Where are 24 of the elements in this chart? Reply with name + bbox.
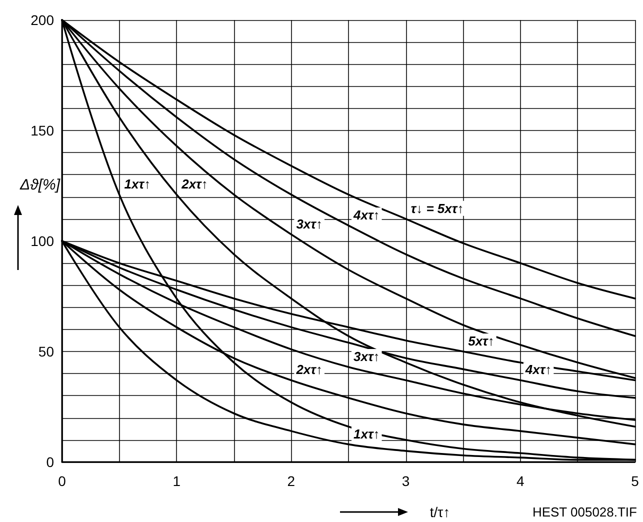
x-tick-label: 0: [58, 473, 66, 489]
annotation: 1xτ↑: [354, 426, 380, 442]
x-tick-label: 2: [287, 473, 296, 489]
y-tick-label: 150: [30, 122, 54, 138]
text: HEST 005028.TIF: [532, 504, 638, 520]
x-tick-label: 1: [172, 473, 181, 489]
y-tick-label: 0: [46, 454, 54, 470]
x-tick-label: 4: [516, 473, 524, 489]
annotation: 1xτ↑: [124, 176, 151, 192]
annotation: 4xτ↑: [524, 362, 552, 378]
annotation: 5xτ↑: [468, 334, 494, 348]
annotation: 4xτ↑: [352, 208, 380, 223]
y-tick-label: 200: [30, 12, 54, 28]
y-axis-title: Δϑ[%]: [19, 176, 61, 194]
annotation: 3xτ↑: [296, 216, 322, 232]
x-axis-title: t/τ↑: [430, 504, 450, 520]
x-tick-label: 5: [631, 473, 640, 489]
annotation: τ↓ = 5xτ↑: [410, 200, 464, 216]
annotation: 2xτ↑: [295, 362, 322, 378]
annotation: 3xτ↑: [354, 348, 380, 364]
x-tick-label: 3: [402, 473, 410, 489]
y-tick-label: 100: [30, 233, 54, 249]
annotation: 2xτ↑: [180, 176, 208, 192]
y-tick-label: 50: [38, 344, 54, 360]
